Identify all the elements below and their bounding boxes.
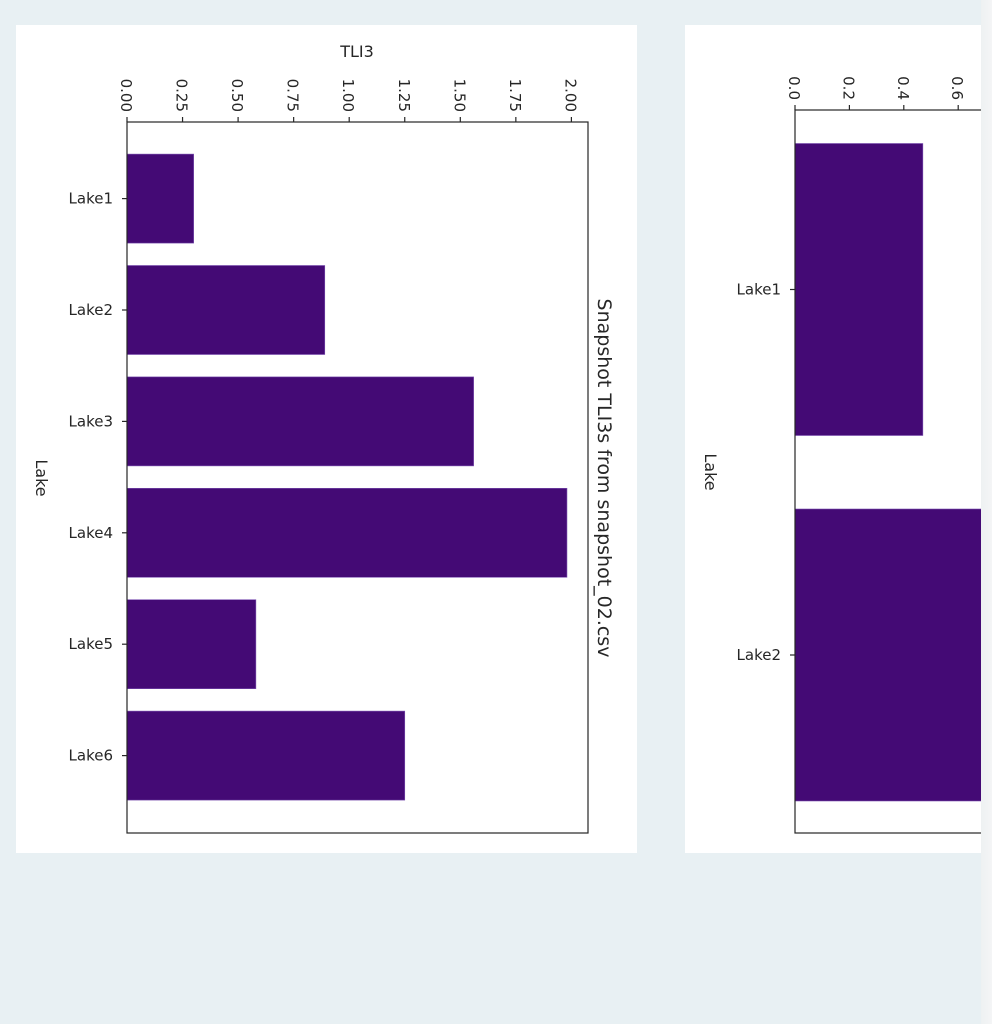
bar-lake3 [126, 376, 474, 467]
tick-label: 2.00 [561, 79, 579, 112]
category-axis-ticks: Lake1 Lake2 Lake3 Lake4 Lake5 Lake6 [69, 190, 127, 765]
bar-lake1 [794, 143, 924, 436]
chart-title: Snapshot TLI3s from snapshot_02.csv [593, 299, 615, 658]
tick-label: 1.50 [450, 79, 468, 112]
chart-card-tli3: 0.00 0.25 0.50 0.75 1.00 1.25 1.50 1.75 2.00 Lak… [16, 25, 637, 853]
category-label: Lake4 [69, 524, 113, 542]
value-axis-ticks: 0.0 0.2 0.4 0.6 [785, 76, 966, 110]
category-label: Lake6 [69, 747, 113, 765]
bar-group [126, 153, 568, 801]
category-label: Lake3 [69, 412, 113, 430]
value-axis-ticks: 0.00 0.25 0.50 0.75 1.00 1.25 1.50 1.75 2.00 [117, 79, 579, 122]
bar-lake1 [126, 153, 194, 244]
category-label: Lake1 [69, 190, 113, 208]
category-axis-label: Lake [32, 459, 51, 496]
tick-label: 0.75 [284, 79, 302, 112]
category-label: Lake2 [69, 301, 113, 319]
value-axis-label: TLI3 [339, 42, 374, 61]
tick-label: 1.75 [506, 79, 524, 112]
scroll-container-edge[interactable] [981, 0, 992, 1024]
tick-label: 0.6 [948, 76, 966, 100]
bar-lake2 [794, 508, 981, 802]
tick-label: 1.25 [395, 79, 413, 112]
tick-label: 0.50 [228, 79, 246, 112]
category-label: Lake5 [69, 635, 113, 653]
bar-lake6 [126, 710, 406, 801]
tick-label: 0.25 [173, 79, 191, 112]
category-axis-ticks: Lake1 Lake2 [737, 281, 795, 664]
tli3-bar-chart: 0.00 0.25 0.50 0.75 1.00 1.25 1.50 1.75 2.00 Lak… [32, 42, 615, 834]
tick-label: 1.00 [339, 79, 357, 112]
category-label: Lake2 [737, 646, 781, 664]
chart-card-second: 0.0 0.2 0.4 0.6 Lake1 Lake2 Lake [685, 25, 981, 853]
tick-label: 0.0 [785, 76, 803, 100]
bar-lake5 [126, 599, 257, 690]
bar-group [794, 143, 981, 802]
tick-label: 0.4 [894, 76, 912, 100]
category-label: Lake1 [737, 281, 781, 299]
tick-label: 0.2 [839, 76, 857, 100]
bar-lake4 [126, 487, 568, 578]
axes-frame [794, 109, 981, 834]
category-axis-label: Lake [701, 453, 720, 490]
bar-lake2 [126, 265, 326, 355]
tick-label: 0.00 [117, 79, 135, 112]
axes-frame [126, 121, 589, 834]
second-bar-chart: 0.0 0.2 0.4 0.6 Lake1 Lake2 Lake [701, 76, 981, 834]
